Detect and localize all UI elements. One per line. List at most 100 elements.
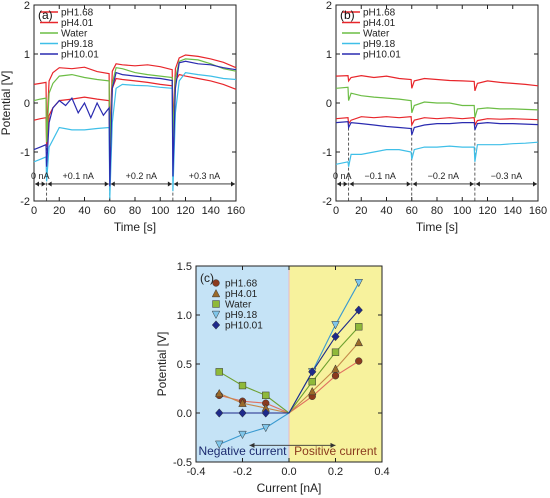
legend-label: pH9.18 [363, 39, 396, 50]
interval-arrowhead [110, 181, 115, 187]
x-axis-title: Time [s] [416, 220, 458, 234]
legend-label: pH10.01 [61, 50, 99, 61]
y-tick-label: 1 [24, 49, 30, 61]
legend-label: Water [363, 29, 390, 40]
x-tick-label: 120 [176, 205, 194, 217]
x-tick-label: 0.4 [374, 466, 389, 478]
data-point-Water [215, 368, 223, 376]
interval-label: +0.1 nA [63, 171, 94, 181]
interval-arrowhead [41, 181, 46, 187]
x-axis-title: Time [s] [114, 220, 156, 234]
current-direction-arrowhead [249, 442, 255, 448]
series-line-Water [335, 86, 539, 118]
x-tick-label: 80 [431, 205, 443, 217]
data-point-pH4.01 [331, 364, 340, 373]
legend-marker [212, 279, 220, 287]
panel-label: (c) [200, 271, 214, 285]
y-tick-label: 1.0 [177, 310, 192, 322]
y-tick-label: -1 [322, 147, 332, 159]
data-point-pH9.18 [215, 440, 224, 449]
panel-b-chart: 0 20 40 60 80 100 120 140 160 -2 -1 0 1 2 0 nA −0.1 nA −… [322, 0, 547, 234]
interval-arrowhead [167, 181, 172, 187]
x-tick-label: 100 [453, 205, 471, 217]
y-axis-title: Potential [V] [0, 71, 13, 136]
data-point-pH10.01 [331, 331, 340, 342]
interval-label: 0 nA [31, 171, 50, 181]
data-point-pH1.68 [355, 357, 363, 365]
series-line-pH4.01 [335, 116, 539, 128]
interval-arrowhead [47, 181, 52, 187]
interval-arrowhead [406, 181, 411, 187]
data-point-Water [262, 391, 270, 400]
data-point-pH4.01 [354, 337, 363, 347]
series-line-pH1.68 [335, 74, 539, 91]
x-tick-label: 40 [380, 205, 392, 217]
data-point-pH9.18 [331, 321, 340, 330]
data-point-pH4.01 [238, 398, 247, 407]
y-tick-label: 1.5 [177, 261, 192, 273]
x-tick-label: -0.2 [233, 466, 252, 478]
data-point-pH9.18 [354, 279, 363, 288]
interval-arrowhead [337, 181, 341, 187]
interval-arrowhead [35, 181, 39, 187]
panel-label: (b) [340, 8, 355, 22]
panel-c-chart: -0.4 -0.2 0.0 0.2 0.4-0.50.00.51.01.5pH1.68p… [155, 261, 390, 495]
x-tick-label: 80 [129, 205, 141, 217]
legend-marker [211, 320, 221, 330]
y-tick-label: 0.5 [177, 359, 192, 371]
x-tick-label: 0 [333, 205, 339, 217]
negative-region [196, 266, 289, 462]
data-point-pH4.01 [215, 388, 224, 398]
interval-arrowhead [104, 181, 109, 187]
legend-label: Water [61, 29, 88, 40]
data-point-Water [308, 377, 316, 386]
legend-label: pH1.68 [363, 8, 396, 19]
x-tick-label: 160 [529, 205, 547, 217]
legend-label: pH4.01 [61, 18, 94, 29]
data-point-pH10.01 [354, 305, 363, 315]
series-line-pH1.68 [33, 54, 237, 138]
x-tick-label: 60 [406, 205, 418, 217]
x-tick-label: 140 [504, 205, 522, 217]
data-point-pH10.01 [308, 367, 317, 377]
x-tick-label: 0.0 [281, 466, 296, 478]
series-line-Water [33, 58, 237, 148]
legend-marker [211, 310, 221, 320]
interval-arrowhead [533, 181, 537, 187]
y-tick-label: -1 [20, 147, 30, 159]
legend-label: pH1.68 [225, 279, 258, 290]
current-direction-arrowhead [330, 442, 336, 448]
interval-label: +0.2 nA [126, 171, 157, 181]
legend-label: pH10.01 [225, 321, 263, 332]
interval-arrowhead [349, 181, 354, 187]
positive-region [289, 266, 382, 462]
negative-region-label: Negative current [198, 444, 287, 458]
interval-label: −0.1 nA [365, 171, 396, 181]
y-tick-label: 2 [326, 0, 332, 12]
x-tick-label: 40 [78, 205, 90, 217]
series-line-pH9.18 [335, 141, 539, 167]
interval-arrowhead [231, 181, 235, 187]
data-point-pH10.01 [215, 408, 224, 418]
legend-label: pH4.01 [225, 289, 258, 300]
data-point-pH9.18 [261, 424, 270, 433]
interval-arrowhead [343, 181, 348, 187]
y-tick-label: -2 [20, 196, 30, 208]
panel-label: (a) [38, 8, 53, 22]
legend-label: pH1.68 [61, 8, 94, 19]
data-point-Water [355, 323, 363, 331]
y-tick-label: -2 [322, 196, 332, 208]
x-tick-label: 60 [104, 205, 116, 217]
interval-label: −0.3 nA [491, 171, 522, 181]
legend-label: pH10.01 [363, 50, 401, 61]
legend-marker [211, 288, 221, 298]
y-tick-label: 0.0 [177, 408, 192, 420]
data-point-pH10.01 [261, 408, 270, 418]
y-axis-title: Potential [V] [155, 332, 169, 397]
y-tick-label: -0.5 [173, 457, 192, 469]
x-tick-label: 20 [355, 205, 367, 217]
x-tick-label: 0.2 [328, 466, 343, 478]
data-point-pH4.01 [308, 386, 317, 396]
series-line-pH10.01 [33, 60, 237, 187]
interval-arrowhead [469, 181, 474, 187]
